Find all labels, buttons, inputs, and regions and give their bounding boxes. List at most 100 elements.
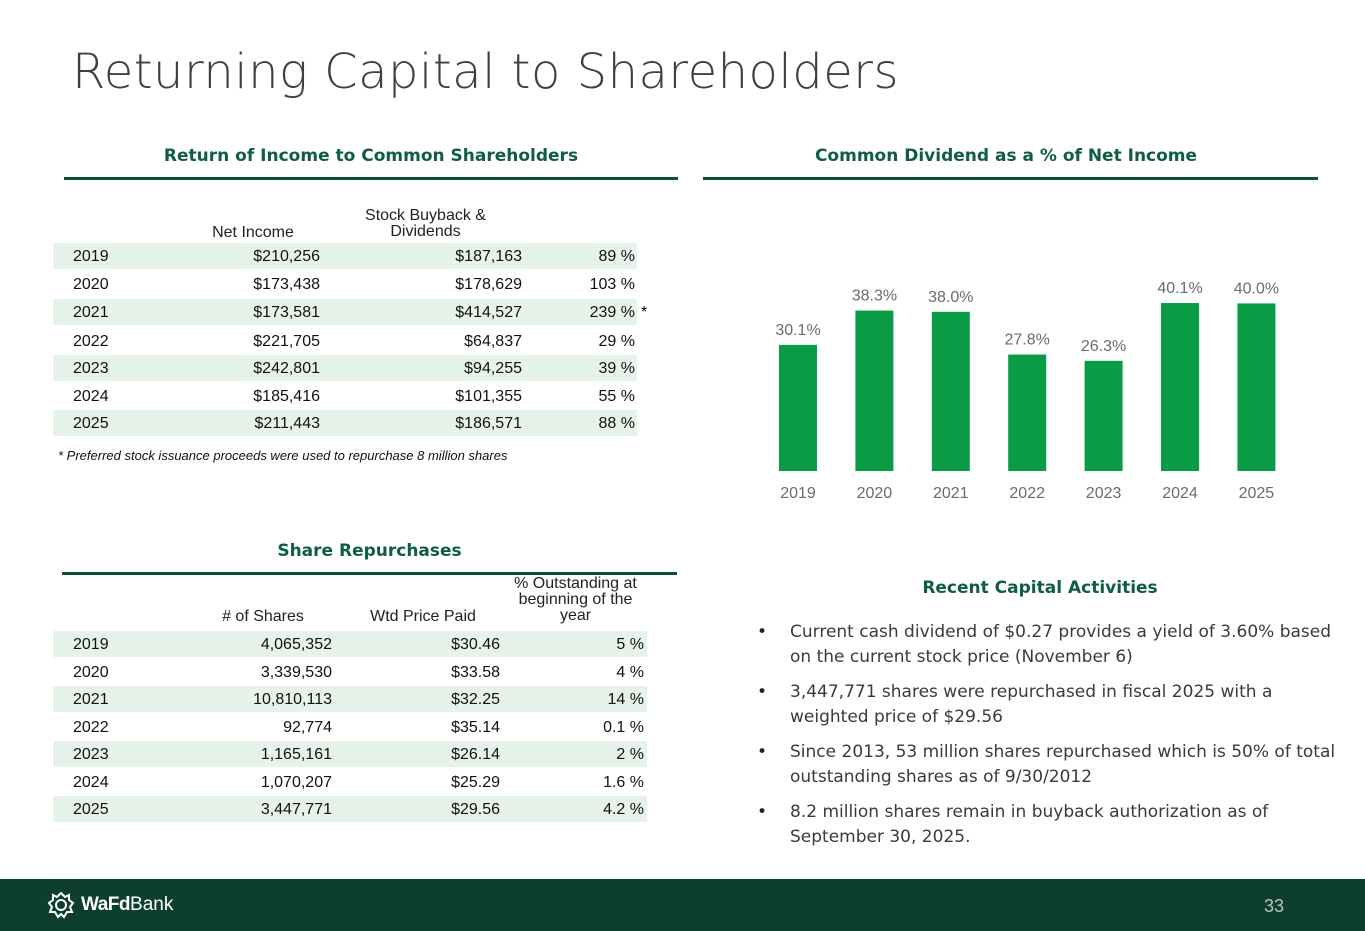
income-table-row: 2023 $242,801 $94,255 39 % bbox=[53, 355, 637, 381]
x-tick-2020: 2020 bbox=[857, 485, 893, 502]
data-label-2023: 26.3% bbox=[1081, 338, 1126, 355]
pct-cell: 2 % bbox=[616, 746, 644, 763]
income-table-row: 2021 $173,581 $414,527 239 % bbox=[53, 299, 637, 325]
bar-2019 bbox=[779, 344, 817, 471]
year-cell: 2023 bbox=[73, 360, 109, 377]
year-cell: 2021 bbox=[73, 304, 109, 321]
pct-cell: 39 % bbox=[598, 360, 635, 377]
activity-item: • Current cash dividend of $0.27 provides… bbox=[757, 620, 1337, 670]
bullet-icon: • bbox=[757, 622, 768, 642]
net-income-cell: $173,438 bbox=[253, 276, 320, 293]
x-tick-2019: 2019 bbox=[780, 485, 816, 502]
net-income-cell: $210,256 bbox=[253, 248, 320, 265]
year-cell: 2022 bbox=[73, 333, 109, 350]
col-header-net-income: Net Income bbox=[212, 224, 294, 241]
chart-heading: Common Dividend as a % of Net Income bbox=[814, 146, 1198, 166]
activity-text: Since 2013, 53 million shares repurchase… bbox=[790, 742, 1336, 787]
income-table-row: 2022 $221,705 $64,837 29 % bbox=[53, 328, 637, 354]
year-cell: 2024 bbox=[73, 774, 109, 791]
shares-cell: 1,165,161 bbox=[260, 746, 332, 763]
x-tick-2021: 2021 bbox=[933, 485, 969, 502]
bar-2020 bbox=[855, 310, 894, 471]
shares-cell: 3,339,530 bbox=[260, 664, 332, 681]
x-tick-2023: 2023 bbox=[1086, 485, 1122, 502]
buyback-cell: $186,571 bbox=[455, 415, 522, 432]
pct-cell: 4.2 % bbox=[603, 801, 644, 818]
price-cell: $25.29 bbox=[451, 774, 500, 791]
pct-cell: 29 % bbox=[598, 333, 635, 350]
income-table-heading: Return of Income to Common Shareholders bbox=[163, 146, 579, 166]
bar-2022 bbox=[1008, 354, 1047, 471]
data-label-2025: 40.0% bbox=[1234, 280, 1279, 297]
activity-text: 3,447,771 shares were repurchased in fis… bbox=[790, 682, 1273, 727]
bar-2021 bbox=[931, 311, 970, 471]
income-table-row: 2024 $185,416 $101,355 55 % bbox=[53, 383, 637, 409]
pct-cell: 5 % bbox=[616, 636, 644, 653]
page-number: 33 bbox=[1263, 896, 1284, 916]
data-label-2024: 40.1% bbox=[1157, 280, 1202, 297]
shares-cell: 4,065,352 bbox=[260, 636, 332, 653]
x-tick-2022: 2022 bbox=[1009, 485, 1045, 502]
bullet-icon: • bbox=[757, 742, 768, 762]
repurchase-table-row: 2019 4,065,352 $30.46 5 % bbox=[53, 631, 647, 657]
year-cell: 2019 bbox=[73, 636, 109, 653]
year-cell: 2024 bbox=[73, 388, 109, 405]
price-cell: $29.56 bbox=[451, 801, 500, 818]
year-cell: 2023 bbox=[73, 746, 109, 763]
bar-2024 bbox=[1161, 303, 1199, 471]
year-cell: 2021 bbox=[73, 691, 109, 708]
bar-2023 bbox=[1084, 360, 1123, 471]
net-income-cell: $173,581 bbox=[253, 304, 320, 321]
income-table-row: 2020 $173,438 $178,629 103 % bbox=[53, 271, 637, 297]
price-cell: $35.14 bbox=[451, 719, 500, 736]
data-label-2019: 30.1% bbox=[775, 322, 820, 339]
year-cell: 2020 bbox=[73, 664, 109, 681]
net-income-cell: $221,705 bbox=[253, 333, 320, 350]
buyback-cell: $101,355 bbox=[455, 388, 522, 405]
net-income-cell: $185,416 bbox=[253, 388, 320, 405]
data-label-2021: 38.0% bbox=[928, 289, 973, 306]
repurchase-table-row: 2022 92,774 $35.14 0.1 % bbox=[53, 714, 647, 740]
pct-cell: 0.1 % bbox=[603, 719, 644, 736]
bar-2025 bbox=[1237, 303, 1276, 471]
bullet-icon: • bbox=[757, 802, 768, 822]
data-label-2020: 38.3% bbox=[852, 288, 897, 305]
buyback-cell: $178,629 bbox=[455, 276, 522, 293]
repurchase-table: # of Shares Wtd Price Paid % Outstanding… bbox=[53, 575, 653, 825]
col-header-shares: # of Shares bbox=[222, 608, 304, 625]
pct-cell: 89 % bbox=[598, 248, 635, 265]
net-income-cell: $211,443 bbox=[254, 415, 320, 432]
income-table-rule bbox=[64, 177, 678, 180]
bullet-icon: • bbox=[757, 682, 768, 702]
income-table: Net Income Stock Buyback & Dividends 201… bbox=[53, 200, 693, 440]
buyback-cell: $187,163 bbox=[455, 248, 522, 265]
x-tick-2025: 2025 bbox=[1239, 485, 1275, 502]
activities-list: • Current cash dividend of $0.27 provides… bbox=[757, 620, 1337, 860]
repurchase-table-row: 2020 3,339,530 $33.58 4 % bbox=[53, 659, 647, 685]
data-label-2022: 27.8% bbox=[1005, 332, 1050, 349]
repurchase-table-row: 2021 10,810,113 $32.25 14 % bbox=[53, 686, 647, 712]
pct-cell: 239 % bbox=[589, 304, 635, 321]
footer-bar: WaFdBank 33 bbox=[0, 879, 1365, 931]
pct-cell: 88 % bbox=[598, 415, 635, 432]
activity-text: 8.2 million shares remain in buyback aut… bbox=[790, 802, 1269, 847]
col-header-buyback: Stock Buyback & Dividends bbox=[365, 207, 486, 240]
x-tick-2024: 2024 bbox=[1162, 485, 1198, 502]
year-cell: 2025 bbox=[73, 801, 109, 818]
pct-cell: 1.6 % bbox=[603, 774, 644, 791]
pct-cell: 14 % bbox=[607, 691, 644, 708]
chart-rule bbox=[703, 177, 1318, 180]
year-cell: 2025 bbox=[73, 415, 109, 432]
year-cell: 2022 bbox=[73, 719, 109, 736]
income-footnote: * Preferred stock issuance proceeds were… bbox=[58, 448, 508, 463]
shares-cell: 10,810,113 bbox=[253, 691, 332, 708]
page-title: Returning Capital to Shareholders bbox=[72, 44, 899, 100]
activity-item: • 8.2 million shares remain in buyback au… bbox=[757, 800, 1337, 850]
buyback-cell: $94,255 bbox=[464, 360, 522, 377]
pct-cell: 55 % bbox=[598, 388, 635, 405]
buyback-cell: $64,837 bbox=[464, 333, 522, 350]
dividend-bar-chart: 30.1% 2019 38.3% 2020 38.0% 2021 27.8% 2022 26.3… bbox=[775, 280, 1279, 502]
col-header-price: Wtd Price Paid bbox=[370, 608, 476, 625]
pct-cell: 4 % bbox=[616, 664, 644, 681]
price-cell: $30.46 bbox=[451, 636, 500, 653]
